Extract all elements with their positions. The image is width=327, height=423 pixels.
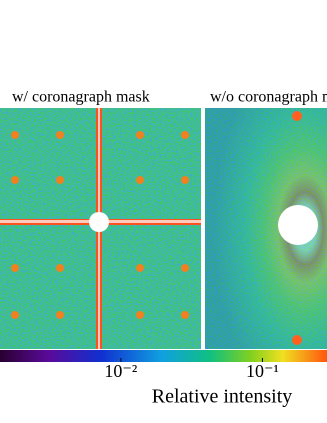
colorbar-tick-label: 10⁻¹ <box>246 361 279 381</box>
colorbar-bar <box>0 350 327 362</box>
heatmap-image <box>205 108 327 349</box>
colorbar: 10⁻² 10⁻¹ <box>0 350 327 381</box>
colorbar-label: Relative intensity <box>152 386 293 408</box>
panel-title: w/o coronagraph mask <box>210 89 327 106</box>
panel-title: w/ coronagraph mask <box>12 89 150 106</box>
heatmap-image <box>0 108 201 349</box>
colorbar-tick-label: 10⁻² <box>104 361 137 381</box>
